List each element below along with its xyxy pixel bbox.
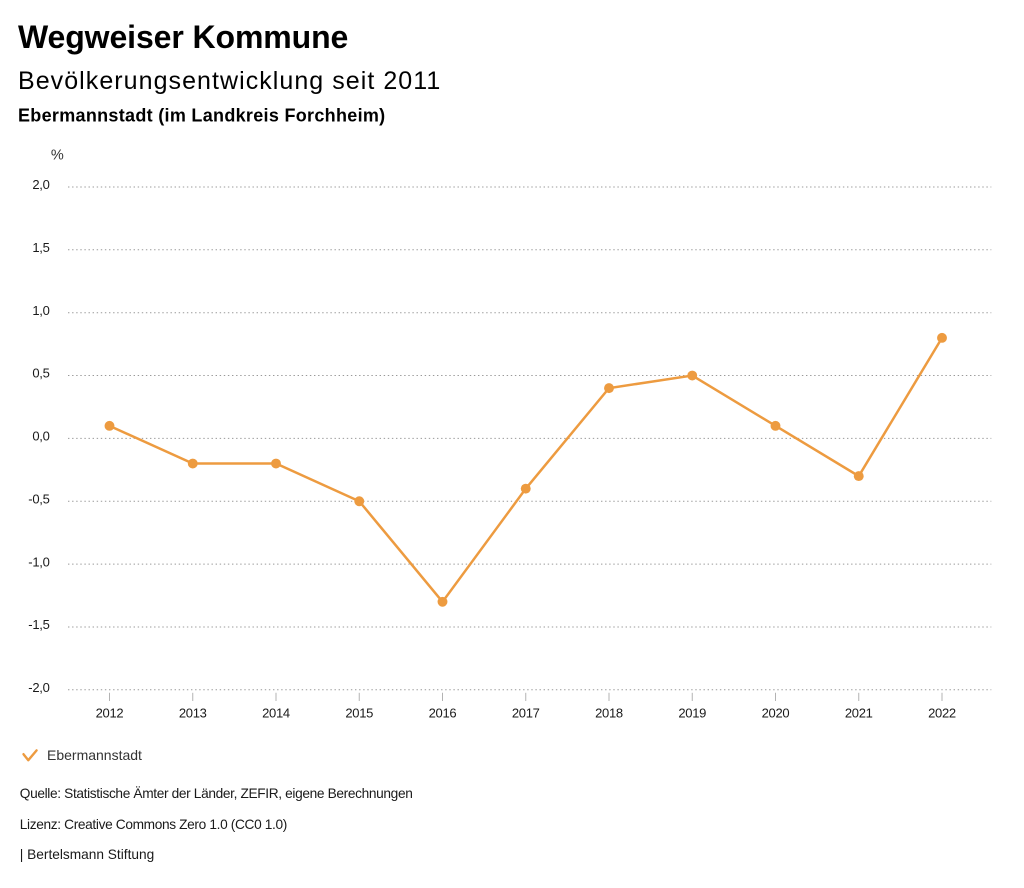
- svg-text:2022: 2022: [928, 706, 956, 721]
- svg-text:2021: 2021: [845, 706, 873, 721]
- svg-text:0,5: 0,5: [32, 366, 49, 381]
- svg-text:2013: 2013: [179, 706, 207, 721]
- svg-text:Lizenz: Creative Commons Zero: Lizenz: Creative Commons Zero 1.0 (CC0 1…: [20, 817, 287, 832]
- svg-text:-0,5: -0,5: [28, 491, 49, 506]
- svg-text:-1,0: -1,0: [28, 554, 49, 569]
- svg-text:2016: 2016: [429, 706, 457, 721]
- svg-text:Quelle: Statistische Ämter der: Quelle: Statistische Ämter der Länder, Z…: [20, 786, 413, 801]
- svg-text:2012: 2012: [96, 706, 124, 721]
- svg-text:2018: 2018: [595, 706, 623, 721]
- svg-text:-1,5: -1,5: [28, 617, 49, 632]
- svg-text:2015: 2015: [345, 706, 373, 721]
- svg-text:1,0: 1,0: [32, 303, 49, 318]
- svg-text:Bevölkerungsentwicklung seit 2: Bevölkerungsentwicklung seit 2011: [18, 67, 441, 95]
- svg-text:2,0: 2,0: [32, 177, 49, 192]
- svg-text:Ebermannstadt (im Landkreis Fo: Ebermannstadt (im Landkreis Forchheim): [18, 106, 385, 126]
- svg-text:Wegweiser Kommune: Wegweiser Kommune: [18, 19, 348, 55]
- svg-text:0,0: 0,0: [32, 429, 49, 444]
- svg-text:2014: 2014: [262, 706, 290, 721]
- svg-text:-2,0: -2,0: [28, 680, 49, 695]
- svg-text:2020: 2020: [762, 706, 790, 721]
- svg-text:2019: 2019: [678, 706, 706, 721]
- svg-text:Ebermannstadt: Ebermannstadt: [47, 747, 142, 763]
- svg-text:2017: 2017: [512, 706, 540, 721]
- svg-text:1,5: 1,5: [32, 240, 49, 255]
- svg-text:| Bertelsmann Stiftung: | Bertelsmann Stiftung: [20, 847, 154, 862]
- svg-text:%: %: [51, 147, 64, 163]
